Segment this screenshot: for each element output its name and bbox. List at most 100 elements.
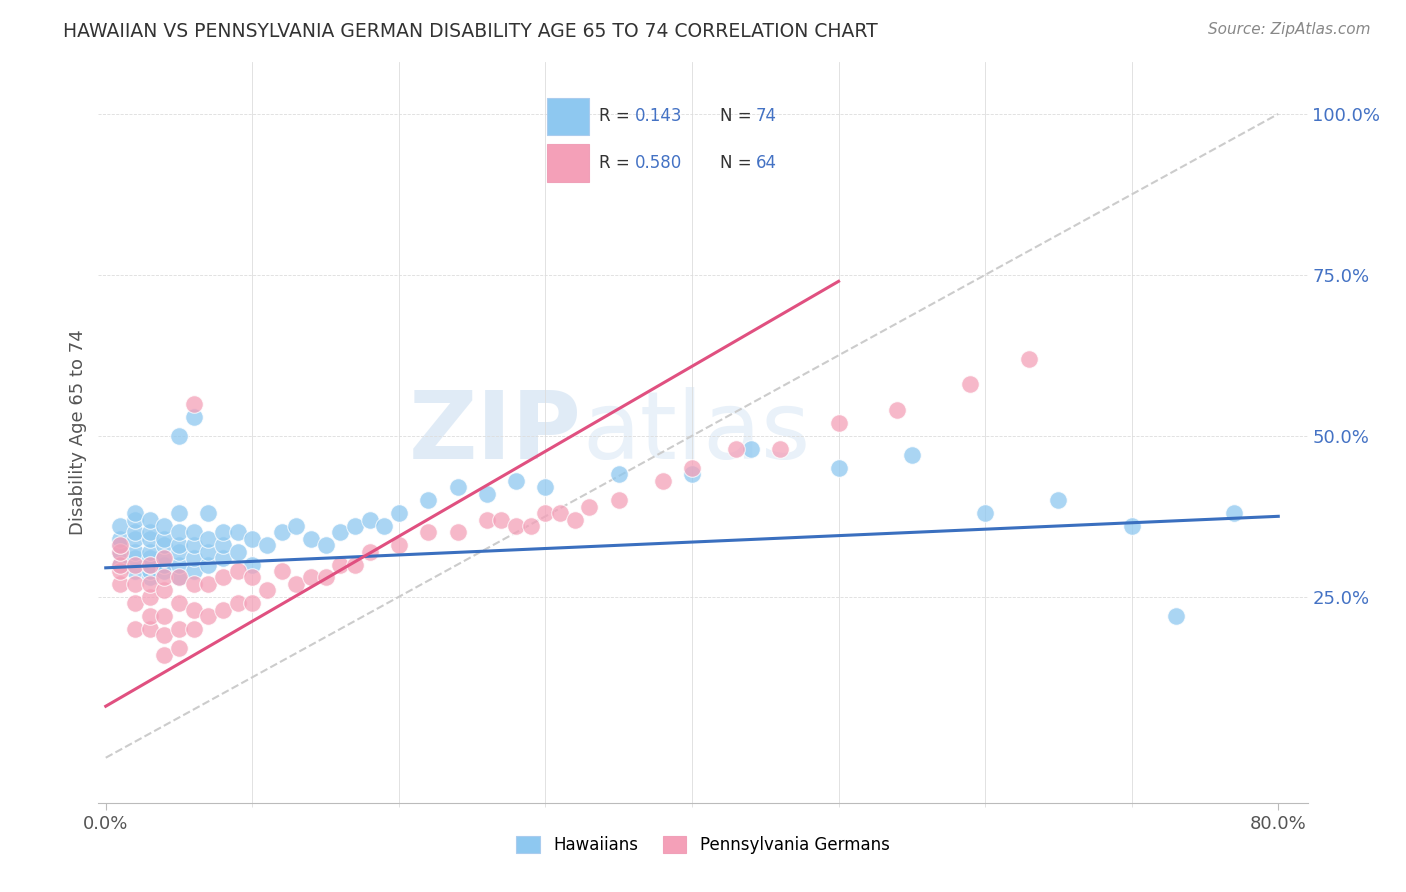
Point <box>153 538 176 552</box>
Y-axis label: Disability Age 65 to 74: Disability Age 65 to 74 <box>69 330 87 535</box>
Point <box>197 577 219 591</box>
Point <box>1047 493 1070 508</box>
Point <box>167 596 190 610</box>
Point <box>315 570 337 584</box>
Point <box>153 558 176 572</box>
Point <box>110 577 132 591</box>
Point <box>299 570 322 584</box>
Point <box>534 506 557 520</box>
Point <box>886 403 908 417</box>
Point <box>491 512 513 526</box>
Point <box>827 461 849 475</box>
Point <box>138 558 160 572</box>
Point <box>183 409 205 424</box>
Point <box>959 377 981 392</box>
Point <box>124 622 146 636</box>
Point <box>153 551 176 566</box>
Point <box>138 609 160 624</box>
Point <box>534 480 557 494</box>
Point <box>138 577 160 591</box>
Point <box>827 416 849 430</box>
Point <box>343 519 366 533</box>
Point <box>183 564 205 578</box>
Point <box>548 506 571 520</box>
Point <box>124 525 146 540</box>
Point <box>167 570 190 584</box>
Point <box>197 558 219 572</box>
Point <box>212 570 235 584</box>
Point <box>373 519 395 533</box>
Point <box>651 474 673 488</box>
Point <box>769 442 792 456</box>
Point <box>315 538 337 552</box>
Point <box>167 558 190 572</box>
Point <box>167 545 190 559</box>
Legend: Hawaiians, Pennsylvania Germans: Hawaiians, Pennsylvania Germans <box>510 830 896 861</box>
Point <box>167 525 190 540</box>
Point <box>110 558 132 572</box>
Point <box>359 545 381 559</box>
Point <box>124 551 146 566</box>
Point <box>124 532 146 546</box>
Point <box>475 487 498 501</box>
Point <box>226 564 249 578</box>
Point <box>138 590 160 604</box>
Text: ZIP: ZIP <box>409 386 582 479</box>
Point <box>1223 506 1246 520</box>
Point <box>359 512 381 526</box>
Point <box>418 493 440 508</box>
Point <box>138 545 160 559</box>
Text: Source: ZipAtlas.com: Source: ZipAtlas.com <box>1208 22 1371 37</box>
Point <box>167 506 190 520</box>
Point <box>197 609 219 624</box>
Point <box>124 545 146 559</box>
Point <box>520 519 543 533</box>
Point <box>418 525 440 540</box>
Point <box>475 512 498 526</box>
Point <box>681 467 703 482</box>
Point <box>256 538 278 552</box>
Point <box>197 532 219 546</box>
Point <box>578 500 600 514</box>
Point <box>167 429 190 443</box>
Point <box>901 448 924 462</box>
Point <box>167 570 190 584</box>
Point <box>240 570 263 584</box>
Point <box>153 609 176 624</box>
Point <box>124 558 146 572</box>
Point <box>124 506 146 520</box>
Point <box>212 525 235 540</box>
Point <box>110 558 132 572</box>
Point <box>138 532 160 546</box>
Point <box>1121 519 1143 533</box>
Point <box>153 628 176 642</box>
Point <box>138 564 160 578</box>
Point <box>607 493 630 508</box>
Point <box>153 551 176 566</box>
Point <box>285 519 308 533</box>
Point <box>197 545 219 559</box>
Point <box>183 577 205 591</box>
Point <box>226 525 249 540</box>
Point <box>153 583 176 598</box>
Point <box>607 467 630 482</box>
Point <box>138 558 160 572</box>
Point <box>167 641 190 656</box>
Point <box>329 558 352 572</box>
Point <box>212 551 235 566</box>
Point <box>183 525 205 540</box>
Point <box>183 397 205 411</box>
Point <box>446 525 468 540</box>
Point <box>388 538 411 552</box>
Point <box>197 506 219 520</box>
Text: atlas: atlas <box>582 386 810 479</box>
Point <box>153 519 176 533</box>
Point <box>110 564 132 578</box>
Point <box>564 512 586 526</box>
Point <box>681 461 703 475</box>
Point <box>153 648 176 662</box>
Point <box>505 519 527 533</box>
Point <box>124 596 146 610</box>
Point <box>110 545 132 559</box>
Point <box>153 564 176 578</box>
